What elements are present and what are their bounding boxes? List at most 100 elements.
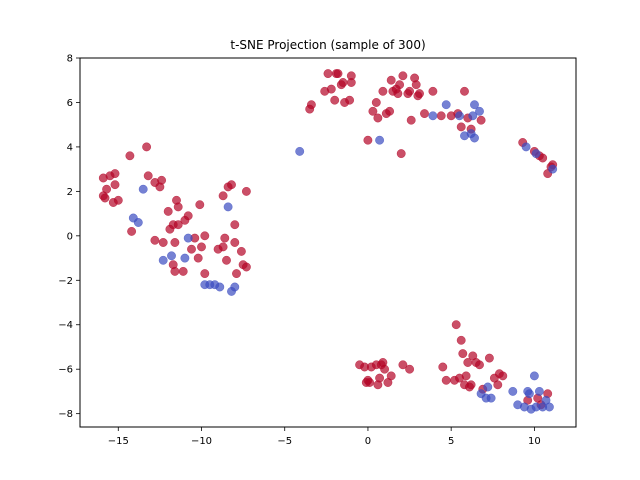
y-tick-label: 4: [67, 142, 73, 153]
scatter-point-red: [451, 320, 461, 330]
scatter-point-red: [143, 171, 153, 181]
points-layer: [98, 69, 558, 414]
scatter-point-red: [173, 220, 183, 230]
scatter-point-red: [195, 200, 205, 210]
scatter-point-red: [232, 269, 241, 279]
y-tick-label: 2: [67, 187, 73, 198]
scatter-point-red: [538, 153, 548, 163]
y-tick-label: 8: [67, 54, 73, 65]
y-tick-label: 6: [67, 98, 73, 109]
x-axis: −15 −10 −5 0 5 10: [108, 427, 541, 447]
scatter-point-red: [476, 115, 486, 125]
scatter-point-red: [398, 360, 408, 370]
scatter-point-red: [218, 242, 228, 252]
scatter-point-red: [230, 220, 240, 230]
scatter-point-red: [378, 86, 388, 96]
scatter-point-red: [395, 80, 405, 90]
scatter-point-red: [338, 78, 348, 87]
scatter-point-red: [200, 269, 210, 279]
scatter-point-red: [150, 235, 160, 245]
scatter-point-red: [200, 231, 210, 241]
scatter-point-red: [346, 78, 356, 87]
scatter-point-red: [466, 380, 476, 390]
scatter-point-red: [398, 71, 408, 81]
scatter-point-red: [456, 335, 466, 345]
scatter-point-red: [436, 111, 446, 121]
scatter-point-red: [236, 246, 246, 256]
scatter-point-red: [405, 86, 415, 96]
y-tick-label: −2: [58, 276, 73, 287]
scatter-point-blue: [470, 133, 479, 143]
scatter-point-red: [187, 244, 196, 254]
scatter-point-red: [386, 371, 396, 381]
scatter-point-red: [371, 98, 381, 107]
scatter-point-blue: [521, 142, 531, 152]
scatter-point-red: [170, 238, 180, 247]
scatter-point-red: [475, 360, 484, 370]
scatter-point-red: [218, 191, 228, 201]
scatter-point-red: [333, 69, 343, 79]
scatter-point-blue: [468, 111, 478, 121]
scatter-point-red: [110, 180, 120, 190]
scatter-point-blue: [486, 393, 496, 403]
y-axis: −8 −6 −4 −2 0 2 4 6 8: [58, 54, 80, 420]
scatter-point-red: [170, 266, 180, 276]
scatter-point-red: [493, 380, 503, 390]
scatter-point-red: [385, 106, 395, 116]
plot-area-frame: [79, 57, 577, 428]
scatter-point-red: [345, 95, 355, 105]
scatter-point-red: [330, 95, 340, 105]
scatter-point-blue: [183, 233, 193, 243]
scatter-point-blue: [441, 100, 451, 110]
scatter-point-red: [365, 378, 375, 387]
scatter-point-red: [193, 253, 203, 263]
scatter-point-blue: [180, 253, 190, 263]
scatter-point-red: [484, 353, 494, 363]
scatter-point-blue: [295, 146, 305, 156]
x-tick-label: −5: [277, 436, 292, 447]
scatter-point-red: [173, 202, 183, 212]
scatter-point-red: [230, 238, 240, 247]
y-tick-label: −4: [58, 320, 73, 331]
scatter-point-red: [411, 80, 421, 90]
scatter-point-red: [158, 238, 168, 247]
scatter-point-blue: [529, 371, 539, 381]
scatter-point-red: [197, 242, 206, 252]
scatter-point-red: [498, 371, 508, 381]
x-tick-label: 5: [448, 436, 454, 447]
scatter-point-blue: [215, 282, 225, 292]
x-tick-label: 0: [365, 436, 371, 447]
scatter-point-red: [306, 100, 316, 110]
scatter-point-red: [396, 149, 406, 159]
scatter-point-red: [220, 233, 230, 243]
scatter-point-blue: [470, 100, 479, 110]
scatter-point-blue: [230, 282, 240, 292]
x-tick-label: 10: [528, 436, 541, 447]
scatter-point-red: [363, 135, 373, 145]
scatter-point-red: [428, 86, 438, 96]
scatter-point-red: [222, 255, 231, 265]
x-tick-label: −10: [191, 436, 212, 447]
scatter-point-blue: [455, 111, 464, 121]
scatter-point-red: [102, 184, 112, 194]
scatter-point-red: [125, 151, 135, 161]
scatter-point-red: [441, 375, 451, 385]
scatter-point-red: [323, 69, 333, 79]
scatter-point-blue: [158, 255, 168, 265]
scatter-point-red: [405, 364, 415, 374]
scatter-point-blue: [508, 386, 518, 396]
scatter-point-red: [380, 364, 390, 374]
scatter-point-blue: [483, 382, 493, 392]
scatter-point-red: [100, 193, 110, 203]
scatter-point-red: [406, 115, 416, 125]
x-tick-label: −15: [108, 436, 129, 447]
y-tick-label: 0: [67, 231, 73, 242]
scatter-point-red: [368, 106, 378, 116]
scatter-point-red: [386, 75, 396, 85]
chart-title: t-SNE Projection (sample of 300): [230, 38, 425, 52]
scatter-point-blue: [167, 251, 176, 261]
y-tick-label: −8: [58, 409, 73, 420]
scatter-point-red: [127, 226, 137, 236]
scatter-point-red: [420, 109, 429, 119]
